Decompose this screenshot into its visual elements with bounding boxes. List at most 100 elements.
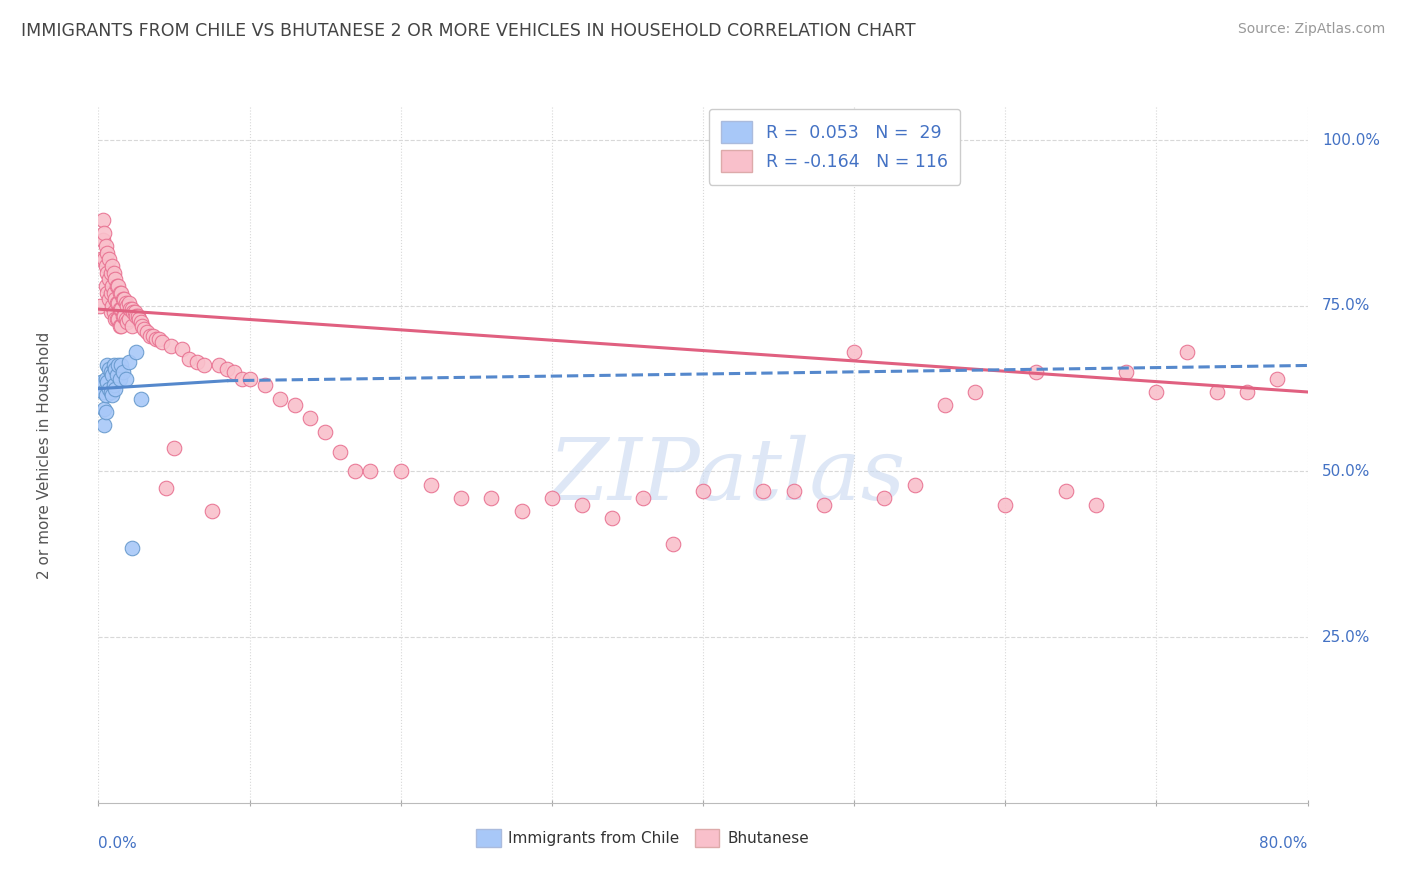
Point <box>90 252 112 267</box>
Point <box>100 266 122 280</box>
Point <box>93 418 115 433</box>
Point <box>110 285 132 300</box>
Point <box>224 365 246 379</box>
Point <box>129 315 152 329</box>
Point <box>112 309 135 323</box>
Point <box>118 312 141 326</box>
Point <box>107 359 129 373</box>
Point <box>101 299 124 313</box>
Point <box>111 309 134 323</box>
Point <box>93 226 115 240</box>
Point <box>111 292 134 306</box>
Point <box>104 361 127 376</box>
Text: IMMIGRANTS FROM CHILE VS BHUTANESE 2 OR MORE VEHICLES IN HOUSEHOLD CORRELATION C: IMMIGRANTS FROM CHILE VS BHUTANESE 2 OR … <box>21 22 915 40</box>
Point <box>114 312 136 326</box>
Point <box>571 498 593 512</box>
Point <box>101 279 124 293</box>
Text: 75.0%: 75.0% <box>1322 298 1371 313</box>
Point <box>124 305 146 319</box>
Point <box>125 345 148 359</box>
Point <box>118 355 141 369</box>
Text: 80.0%: 80.0% <box>1260 836 1308 851</box>
Point <box>94 388 117 402</box>
Point <box>1024 365 1046 379</box>
Point <box>131 318 153 333</box>
Point <box>299 411 322 425</box>
Point <box>105 368 128 383</box>
Point <box>125 309 148 323</box>
Point <box>100 305 122 319</box>
Point <box>93 252 115 267</box>
Point <box>96 359 118 373</box>
Point <box>782 484 804 499</box>
Point <box>1236 384 1258 399</box>
Point <box>419 477 441 491</box>
Point <box>105 295 128 310</box>
Point <box>540 491 562 505</box>
Point <box>108 372 131 386</box>
Point <box>115 315 138 329</box>
Point <box>844 345 866 359</box>
Point <box>631 491 654 505</box>
Point <box>139 328 162 343</box>
Point <box>100 365 122 379</box>
Point <box>108 285 131 300</box>
Point <box>193 359 215 373</box>
Point <box>94 259 117 273</box>
Point <box>135 326 157 340</box>
Point <box>155 481 177 495</box>
Point <box>96 245 118 260</box>
Point <box>98 292 121 306</box>
Point <box>107 279 129 293</box>
Point <box>127 309 149 323</box>
Point <box>284 398 307 412</box>
Point <box>91 233 114 247</box>
Point <box>1206 384 1229 399</box>
Point <box>239 372 262 386</box>
Point <box>122 305 145 319</box>
Point <box>510 504 533 518</box>
Text: 25.0%: 25.0% <box>1322 630 1371 645</box>
Point <box>110 318 132 333</box>
Point <box>94 279 117 293</box>
Text: 2 or more Vehicles in Household: 2 or more Vehicles in Household <box>37 331 52 579</box>
Point <box>813 498 835 512</box>
Point <box>103 378 125 392</box>
Point <box>253 378 276 392</box>
Text: 0.0%: 0.0% <box>98 836 138 851</box>
Point <box>103 285 125 300</box>
Text: Source: ZipAtlas.com: Source: ZipAtlas.com <box>1237 22 1385 37</box>
Point <box>142 328 165 343</box>
Point <box>115 299 138 313</box>
Point <box>132 322 155 336</box>
Point <box>105 312 128 326</box>
Point <box>110 302 132 317</box>
Point <box>148 332 170 346</box>
Point <box>107 295 129 310</box>
Point <box>101 388 124 402</box>
Point <box>314 425 336 439</box>
Text: 100.0%: 100.0% <box>1322 133 1381 148</box>
Point <box>1054 484 1077 499</box>
Point <box>177 351 201 366</box>
Point <box>121 302 143 317</box>
Point <box>692 484 714 499</box>
Point <box>93 401 115 416</box>
Point <box>114 372 136 386</box>
Point <box>101 368 124 383</box>
Point <box>98 361 121 376</box>
Point <box>104 292 127 306</box>
Point <box>108 302 131 317</box>
Point <box>91 212 114 227</box>
Point <box>103 266 125 280</box>
Point <box>186 355 208 369</box>
Point <box>114 295 136 310</box>
Point <box>389 465 412 479</box>
Point <box>94 405 117 419</box>
Point <box>118 295 141 310</box>
Point <box>103 305 125 319</box>
Point <box>96 375 118 389</box>
Point <box>94 239 117 253</box>
Point <box>94 372 117 386</box>
Point <box>231 372 253 386</box>
